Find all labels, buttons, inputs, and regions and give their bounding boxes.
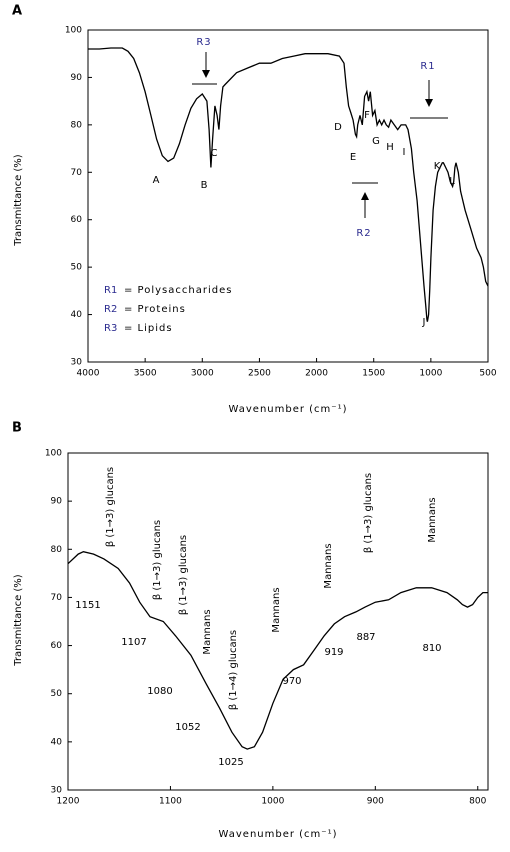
peak-number: 919 [324,647,343,658]
peak-label: C [211,148,218,159]
y-tick-label: 80 [51,545,63,555]
region-label: R1 [420,61,435,72]
peak-label: K [434,161,441,172]
x-tick-label: 3500 [134,369,157,379]
x-tick-label: 2000 [305,369,328,379]
x-tick-label: 1100 [159,797,182,807]
peak-assignment: β (1→3) glucans [152,520,163,600]
x-tick-label: 1000 [419,369,442,379]
peak-label: G [372,136,380,147]
x-tick-label: 1200 [57,797,80,807]
peak-assignment: Mannans [271,587,282,632]
x-tick-label: 900 [367,797,384,807]
x-tick-label: 500 [479,369,496,379]
legend-key: R1 [104,285,117,296]
peak-number: 810 [422,643,441,654]
y-tick-label: 100 [65,26,82,36]
x-tick-label: 1000 [261,797,284,807]
peak-number: 887 [356,632,375,643]
legend-text: = Proteins [124,304,186,315]
legend-text: = Polysaccharides [124,285,232,296]
peak-label: F [364,110,370,121]
peak-assignment: Mannans [323,543,334,588]
plot-frame [67,452,489,791]
spectrum-line [67,551,488,750]
peak-label: B [201,180,208,191]
peak-label: L [449,176,455,187]
x-axis-label: Wavenumber (cm⁻¹) [219,829,338,840]
x-axis-label: Wavenumber (cm⁻¹) [229,404,348,415]
legend-key: R3 [104,323,117,334]
peak-number: 1151 [75,600,100,611]
peak-assignment: Mannans [202,609,213,654]
y-tick-label: 60 [51,641,63,651]
peak-assignment: β (1→3) glucans [178,535,189,615]
y-tick-label: 50 [51,689,63,699]
peak-label: E [350,152,356,163]
plot-frame [87,29,489,363]
peak-label: A [153,175,160,186]
peak-number: 1025 [218,757,243,768]
peak-number: 1107 [121,637,146,648]
peak-label: D [334,122,342,133]
peak-assignment: β (1→4) glucans [228,630,239,710]
peak-assignment: β (1→3) glucans [363,473,374,553]
y-tick-label: 70 [71,168,83,178]
region-label: R2 [356,228,371,239]
peak-label: H [386,142,394,153]
y-tick-label: 100 [45,449,62,459]
y-tick-label: 70 [51,593,63,603]
y-tick-label: 40 [71,310,83,320]
region-label: R3 [196,37,211,48]
y-axis-label: Transmittance (%) [13,154,24,246]
panel-label: B [12,421,22,436]
peak-number: 970 [282,676,301,687]
legend-key: R2 [104,304,117,315]
spectrum-line [88,47,489,322]
peak-assignment: Mannans [427,497,438,542]
y-tick-label: 60 [71,215,83,225]
peak-number: 1080 [147,686,172,697]
y-tick-label: 30 [71,358,83,368]
x-tick-label: 2500 [248,369,271,379]
x-tick-label: 3000 [191,369,214,379]
peak-assignment: β (1→3) glucans [105,467,116,547]
x-tick-label: 1500 [362,369,385,379]
y-tick-label: 80 [71,120,83,130]
y-tick-label: 90 [51,497,63,507]
peak-label: I [403,147,406,158]
panel-label: A [12,4,22,19]
peak-label: J [422,317,426,328]
y-tick-label: 90 [71,73,83,83]
y-axis-label: Transmittance (%) [13,574,24,666]
x-tick-label: 800 [469,797,486,807]
y-tick-label: 50 [71,263,83,273]
y-tick-label: 40 [51,737,63,747]
peak-number: 1052 [175,722,200,733]
y-tick-label: 30 [51,786,63,796]
x-tick-label: 4000 [77,369,100,379]
legend-text: = Lipids [124,323,173,334]
